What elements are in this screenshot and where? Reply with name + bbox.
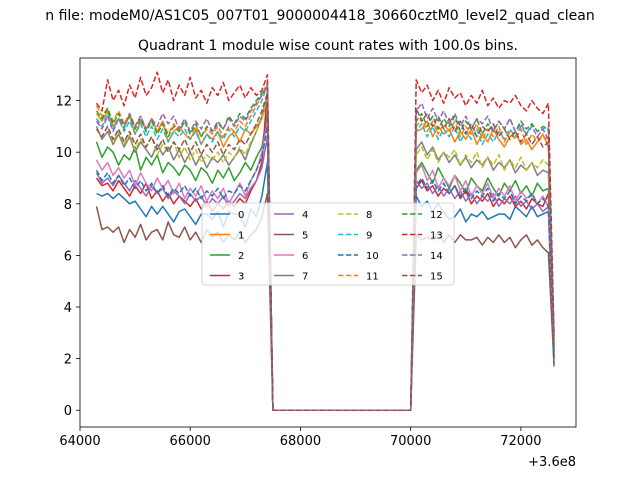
figure-suptitle: n file: modeM0/AS1C05_007T01_9000004418_… (45, 8, 594, 24)
y-tick-label: 0 (64, 404, 72, 419)
legend-label-13: 13 (430, 231, 443, 242)
legend-label-12: 12 (430, 210, 443, 221)
x-tick-label: 66000 (170, 434, 211, 449)
y-tick-label: 10 (55, 146, 72, 161)
legend-label-14: 14 (430, 251, 443, 262)
y-tick-label: 6 (64, 249, 72, 264)
legend-label-3: 3 (238, 272, 244, 283)
legend-label-5: 5 (302, 231, 308, 242)
legend-label-15: 15 (430, 272, 443, 283)
y-tick-label: 2 (64, 353, 72, 368)
legend-label-7: 7 (302, 272, 308, 283)
legend-box (201, 202, 455, 286)
legend-label-1: 1 (238, 231, 244, 242)
x-tick-label: 68000 (280, 434, 321, 449)
axes-frame (79, 57, 577, 428)
legend-label-11: 11 (366, 272, 379, 283)
chart-title: Quadrant 1 module wise count rates with … (138, 38, 518, 54)
legend-label-6: 6 (302, 251, 308, 262)
legend-label-10: 10 (366, 251, 379, 262)
series-line-12 (95, 86, 555, 411)
legend-label-2: 2 (238, 251, 244, 262)
x-tick-label: 64000 (59, 434, 100, 449)
legend-label-8: 8 (366, 210, 372, 221)
x-tick-label: 72000 (500, 434, 541, 449)
series-line-8 (95, 97, 555, 411)
legend-label-0: 0 (238, 210, 244, 221)
legend-label-4: 4 (302, 210, 308, 221)
y-tick-label: 8 (64, 198, 72, 213)
series-layer (95, 71, 555, 411)
legend-label-9: 9 (366, 231, 372, 242)
y-tick-label: 4 (64, 301, 72, 316)
series-line-15 (95, 92, 555, 411)
y-tick-label: 12 (55, 95, 72, 110)
x-offset-label: +3.6e8 (528, 455, 576, 470)
x-tick-label: 70000 (390, 434, 431, 449)
